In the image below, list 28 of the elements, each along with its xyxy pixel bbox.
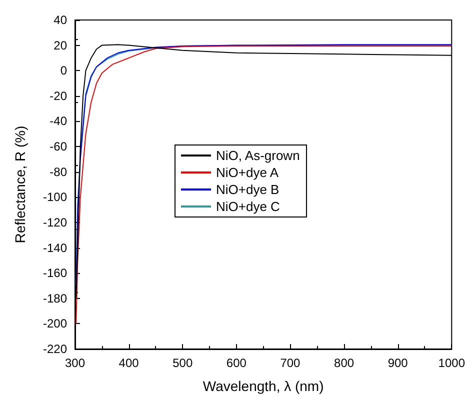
- y-tick-label: 20: [54, 38, 68, 52]
- legend-label: NiO+dye B: [216, 182, 280, 197]
- y-tick-label: -120: [42, 215, 68, 230]
- x-tick-label: 700: [280, 356, 301, 370]
- x-tick-label: 900: [388, 356, 408, 370]
- y-tick-label: 40: [54, 13, 68, 27]
- x-tick-label: 300: [64, 356, 86, 370]
- y-tick-label: -100: [42, 190, 68, 204]
- x-tick-label: 400: [118, 356, 140, 370]
- y-tick-label: -60: [50, 140, 68, 154]
- x-tick-label: 800: [334, 356, 354, 370]
- y-tick-label: -40: [50, 114, 68, 128]
- legend-label: NiO, As-grown: [216, 148, 300, 163]
- x-tick-label: 1000: [438, 356, 466, 370]
- y-tick-label: -220: [42, 342, 68, 356]
- y-tick-label: -140: [42, 240, 68, 255]
- x-axis-title: Wavelength, λ (nm): [202, 378, 324, 394]
- legend-label: NiO+dye A: [216, 165, 279, 180]
- y-tick-label: -20: [50, 88, 68, 103]
- legend-label: NiO+dye C: [216, 199, 280, 214]
- y-tick-label: -80: [50, 164, 68, 179]
- x-tick-label: 600: [226, 356, 247, 370]
- y-axis-title: Reflectance, R (%): [12, 126, 28, 244]
- y-tick-label: 0: [60, 64, 68, 78]
- y-tick-label: -160: [42, 266, 68, 280]
- x-tick-label: 500: [172, 356, 193, 370]
- y-tick-label: -180: [42, 291, 68, 306]
- y-tick-label: -200: [42, 316, 68, 331]
